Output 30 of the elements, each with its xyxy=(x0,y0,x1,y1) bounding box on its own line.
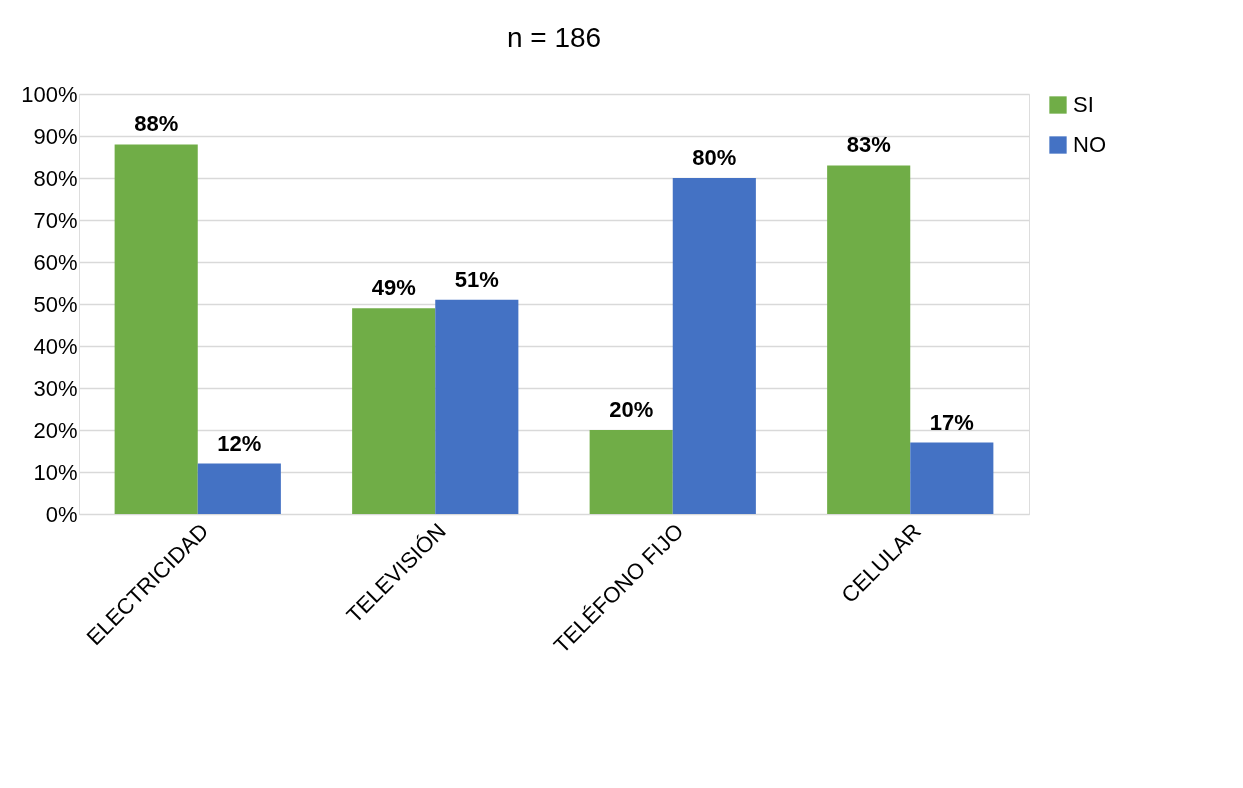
data-label: 17% xyxy=(929,409,974,435)
y-tick-label: 20% xyxy=(33,417,78,443)
data-label: 12% xyxy=(217,430,262,456)
bar xyxy=(672,178,756,514)
data-label: 49% xyxy=(371,275,416,301)
data-label: 20% xyxy=(609,397,654,422)
y-tick-label: 40% xyxy=(33,333,78,359)
data-label: 51% xyxy=(454,266,499,292)
y-tick-label: 90% xyxy=(33,123,78,149)
y-tick-label: 80% xyxy=(33,165,78,191)
legend-label: NO xyxy=(1073,132,1106,157)
bar xyxy=(352,308,436,514)
legend-label: SI xyxy=(1073,92,1094,117)
y-tick-label: 30% xyxy=(33,375,78,401)
y-tick-label: 50% xyxy=(33,291,78,317)
data-label: 80% xyxy=(692,145,737,170)
bar xyxy=(589,430,673,514)
bar xyxy=(827,165,911,514)
bar xyxy=(435,299,519,514)
bar xyxy=(197,463,281,514)
bar xyxy=(114,144,198,514)
y-tick-label: 0% xyxy=(45,501,78,527)
y-tick-label: 100% xyxy=(21,81,78,107)
y-tick-label: 70% xyxy=(33,207,78,233)
data-label: 83% xyxy=(846,132,891,158)
chart-title: n = 186 xyxy=(506,22,602,53)
y-tick-label: 10% xyxy=(33,459,78,485)
data-label: 88% xyxy=(134,111,179,137)
bar xyxy=(910,442,994,514)
y-tick-label: 60% xyxy=(33,249,78,275)
